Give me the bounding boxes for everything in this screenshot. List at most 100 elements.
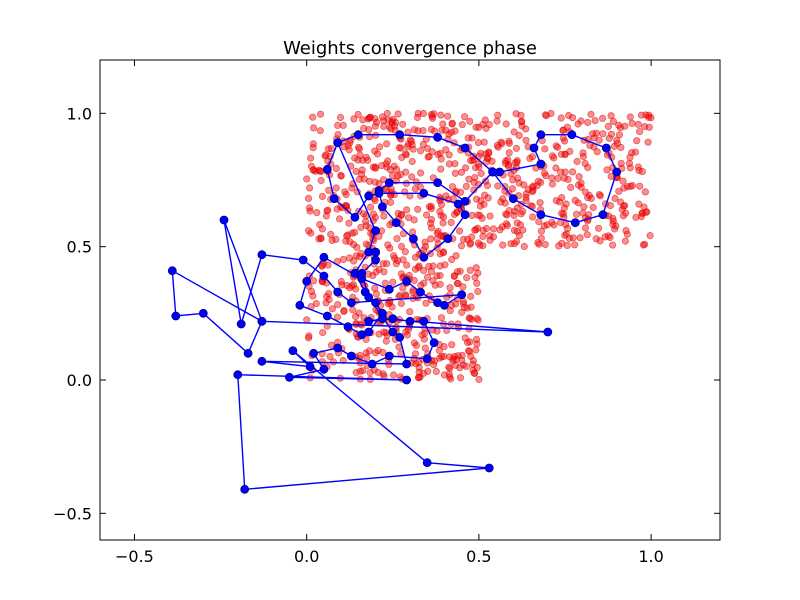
sample-point bbox=[456, 364, 464, 372]
sample-point bbox=[520, 181, 528, 189]
weight-node bbox=[233, 370, 243, 380]
sample-point bbox=[379, 260, 387, 268]
sample-point bbox=[348, 282, 356, 290]
weight-node bbox=[415, 287, 425, 297]
weight-node bbox=[288, 346, 298, 356]
sample-point bbox=[486, 212, 494, 220]
sample-point bbox=[535, 218, 543, 226]
sample-point bbox=[560, 137, 569, 145]
sample-point bbox=[445, 151, 453, 159]
weight-node bbox=[364, 316, 374, 326]
y-tick-label: −0.5 bbox=[53, 504, 92, 523]
weight-node bbox=[422, 458, 432, 468]
sample-point bbox=[326, 352, 334, 361]
sample-point bbox=[476, 202, 484, 210]
sample-point bbox=[349, 306, 357, 314]
sample-point bbox=[476, 241, 484, 249]
sample-point bbox=[325, 295, 333, 304]
sample-point bbox=[562, 221, 570, 229]
sample-point bbox=[617, 143, 625, 152]
sample-point bbox=[421, 344, 429, 352]
weight-node bbox=[364, 292, 374, 302]
sample-point bbox=[486, 236, 494, 244]
weight-node bbox=[384, 178, 394, 188]
sample-point bbox=[306, 154, 315, 162]
sample-point bbox=[394, 110, 402, 118]
sample-point bbox=[584, 118, 592, 127]
sample-point bbox=[427, 235, 435, 243]
x-tick-label: 1.0 bbox=[638, 547, 663, 566]
weight-node bbox=[243, 348, 253, 358]
weight-node bbox=[377, 202, 387, 212]
sample-point bbox=[572, 210, 581, 218]
sample-point bbox=[366, 203, 375, 211]
sample-point bbox=[470, 369, 479, 377]
sample-point bbox=[365, 347, 374, 355]
sample-point bbox=[436, 262, 444, 270]
sample-point bbox=[452, 361, 460, 369]
sample-point bbox=[421, 243, 430, 251]
sample-point bbox=[371, 213, 379, 222]
sample-point bbox=[375, 143, 384, 151]
sample-point bbox=[564, 111, 573, 120]
sample-point bbox=[635, 128, 644, 136]
sample-point bbox=[337, 172, 345, 180]
sample-point bbox=[473, 279, 481, 287]
sample-point bbox=[480, 191, 489, 199]
weight-node bbox=[536, 210, 546, 220]
sample-point bbox=[384, 241, 392, 249]
weight-node bbox=[353, 130, 363, 140]
sample-point bbox=[346, 238, 354, 246]
sample-point bbox=[445, 160, 454, 168]
weight-node bbox=[439, 300, 449, 310]
sample-point bbox=[422, 211, 431, 219]
sample-point bbox=[458, 121, 466, 129]
y-tick-label: 0.0 bbox=[67, 371, 92, 390]
sample-point bbox=[518, 117, 526, 126]
sample-point bbox=[462, 362, 470, 370]
sample-point bbox=[505, 149, 513, 157]
sample-point bbox=[369, 210, 377, 218]
sample-point bbox=[448, 341, 456, 349]
weight-node bbox=[367, 359, 377, 369]
sample-point bbox=[388, 171, 397, 179]
sample-point bbox=[408, 228, 417, 236]
sample-point bbox=[646, 232, 654, 240]
sample-point bbox=[439, 120, 447, 128]
sample-point bbox=[520, 242, 528, 251]
sample-point bbox=[619, 177, 627, 185]
sample-point bbox=[343, 281, 351, 289]
sample-point bbox=[541, 145, 549, 153]
sample-point bbox=[312, 299, 320, 308]
sample-point bbox=[309, 124, 318, 132]
sample-point bbox=[419, 109, 427, 118]
sample-point bbox=[524, 185, 533, 193]
sample-point bbox=[459, 235, 468, 243]
sample-point bbox=[465, 175, 473, 183]
sample-point bbox=[389, 278, 397, 286]
sample-point bbox=[594, 224, 603, 232]
sample-point bbox=[489, 225, 498, 233]
sample-point bbox=[475, 123, 483, 131]
sample-point bbox=[561, 231, 569, 239]
sample-point bbox=[333, 121, 342, 130]
sample-point bbox=[360, 175, 368, 183]
sample-point bbox=[470, 186, 478, 194]
sample-point bbox=[417, 281, 425, 289]
sample-point bbox=[574, 120, 582, 128]
weight-node bbox=[198, 308, 208, 318]
sample-point bbox=[354, 110, 362, 119]
sample-point bbox=[589, 203, 597, 212]
sample-point bbox=[641, 188, 650, 196]
sample-point bbox=[584, 163, 592, 172]
sample-point bbox=[503, 211, 511, 219]
sample-point bbox=[574, 181, 583, 189]
sample-point bbox=[637, 111, 646, 119]
sample-point bbox=[324, 261, 332, 269]
sample-point bbox=[420, 335, 428, 343]
weight-node bbox=[302, 276, 312, 286]
weight-node bbox=[391, 218, 401, 228]
sample-point bbox=[636, 182, 644, 190]
weight-node bbox=[384, 284, 394, 294]
sample-point bbox=[419, 140, 427, 149]
